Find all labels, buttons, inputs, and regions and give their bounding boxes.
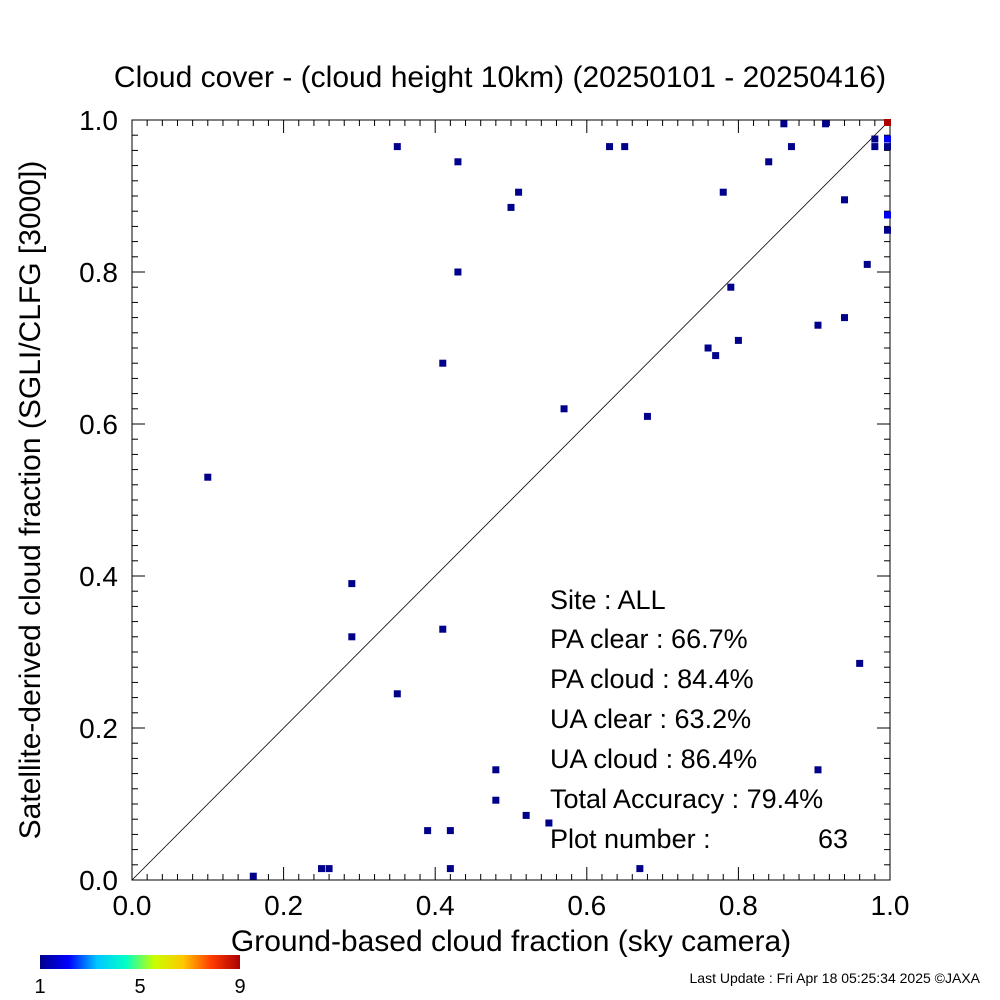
y-tick-label: 0.0 bbox=[79, 865, 118, 896]
x-tick-label: 0.2 bbox=[264, 890, 303, 921]
scatter-point bbox=[348, 633, 356, 641]
scatter-point bbox=[318, 865, 325, 873]
y-tick-label: 1.0 bbox=[79, 105, 118, 136]
scatter-point bbox=[393, 690, 401, 698]
scatter-point bbox=[704, 344, 712, 352]
scatter-point bbox=[884, 119, 891, 126]
stat-ua-clear: UA clear : 63.2% bbox=[550, 704, 751, 734]
y-axis-label: Satellite-derived cloud fraction (SGLI/C… bbox=[14, 161, 47, 840]
scatter-point bbox=[719, 188, 727, 196]
y-tick-label: 0.6 bbox=[79, 409, 118, 440]
scatter-point bbox=[856, 659, 864, 667]
scatter-point bbox=[787, 143, 795, 151]
stat-plot-number-value: 63 bbox=[818, 824, 848, 854]
scatter-point bbox=[871, 135, 879, 143]
chart-title: Cloud cover - (cloud height 10km) (20250… bbox=[114, 61, 886, 94]
colorbar bbox=[40, 955, 240, 969]
colorbar-min-label: 1 bbox=[34, 976, 45, 998]
x-tick-label: 1.0 bbox=[871, 890, 910, 921]
last-update-text: Last Update : Fri Apr 18 05:25:34 2025 ©… bbox=[690, 970, 981, 986]
scatter-point bbox=[249, 872, 257, 880]
axis-ticks bbox=[131, 119, 891, 881]
scatter-point bbox=[712, 352, 720, 360]
scatter-point bbox=[606, 143, 614, 151]
scatter-point bbox=[636, 865, 644, 873]
y-tick-labels: 0.0 0.2 0.4 0.6 0.8 1.0 bbox=[79, 105, 118, 896]
scatter-point bbox=[841, 314, 849, 322]
scatter-point bbox=[734, 336, 742, 344]
x-tick-labels: 0.0 0.2 0.4 0.6 0.8 1.0 bbox=[113, 890, 910, 921]
scatter-point bbox=[492, 766, 500, 774]
scatter-point bbox=[621, 143, 629, 151]
stat-ua-cloud: UA cloud : 86.4% bbox=[550, 744, 757, 774]
scatter-point bbox=[884, 226, 891, 234]
scatter-point bbox=[515, 188, 523, 196]
scatter-point bbox=[439, 625, 447, 633]
scatter-point bbox=[348, 580, 356, 588]
scatter-point bbox=[822, 120, 830, 128]
x-tick-label: 0.8 bbox=[719, 890, 758, 921]
scatter-point bbox=[507, 203, 515, 211]
scatter-point bbox=[780, 120, 788, 128]
stat-pa-cloud: PA cloud : 84.4% bbox=[550, 664, 754, 694]
scatter-point bbox=[560, 405, 568, 413]
y-tick-label: 0.2 bbox=[79, 713, 118, 744]
y-tick-label: 0.8 bbox=[79, 257, 118, 288]
scatter-point bbox=[545, 819, 553, 827]
scatter-point bbox=[643, 412, 651, 420]
scatter-point bbox=[765, 158, 773, 166]
scatter-point bbox=[439, 359, 447, 367]
x-tick-label: 0.0 bbox=[113, 890, 152, 921]
stat-plot-number-label: Plot number : bbox=[550, 824, 711, 854]
data-points bbox=[204, 119, 891, 880]
scatter-point bbox=[841, 196, 849, 204]
scatter-point bbox=[454, 268, 462, 276]
scatter-point bbox=[454, 158, 462, 166]
scatter-point bbox=[522, 811, 530, 819]
scatter-point bbox=[871, 143, 879, 151]
scatter-point bbox=[393, 143, 401, 151]
colorbar-mid-label: 5 bbox=[134, 976, 145, 998]
scatter-point bbox=[492, 796, 500, 804]
stat-total-accuracy: Total Accuracy : 79.4% bbox=[550, 784, 823, 814]
stats-block: Site : ALL PA clear : 66.7% PA cloud : 8… bbox=[550, 585, 848, 854]
colorbar-max-label: 9 bbox=[234, 976, 245, 998]
scatter-point bbox=[814, 321, 822, 329]
y-tick-label: 0.4 bbox=[79, 561, 118, 592]
scatter-point bbox=[727, 283, 735, 291]
scatter-point bbox=[884, 135, 891, 143]
scatter-point bbox=[863, 260, 871, 268]
stat-pa-clear: PA clear : 66.7% bbox=[550, 624, 748, 654]
one-to-one-line bbox=[131, 119, 891, 881]
scatter-point bbox=[446, 827, 454, 835]
scatter-point bbox=[325, 865, 333, 873]
scatter-point bbox=[814, 766, 822, 774]
scatter-point bbox=[884, 143, 891, 151]
x-axis-label: Ground-based cloud fraction (sky camera) bbox=[231, 925, 791, 958]
stat-site: Site : ALL bbox=[550, 585, 666, 615]
x-tick-label: 0.4 bbox=[416, 890, 455, 921]
scatter-point bbox=[446, 865, 454, 873]
x-tick-label: 0.6 bbox=[567, 890, 606, 921]
scatter-point bbox=[424, 827, 432, 835]
scatter-point bbox=[884, 211, 891, 219]
scatter-point bbox=[204, 473, 212, 481]
